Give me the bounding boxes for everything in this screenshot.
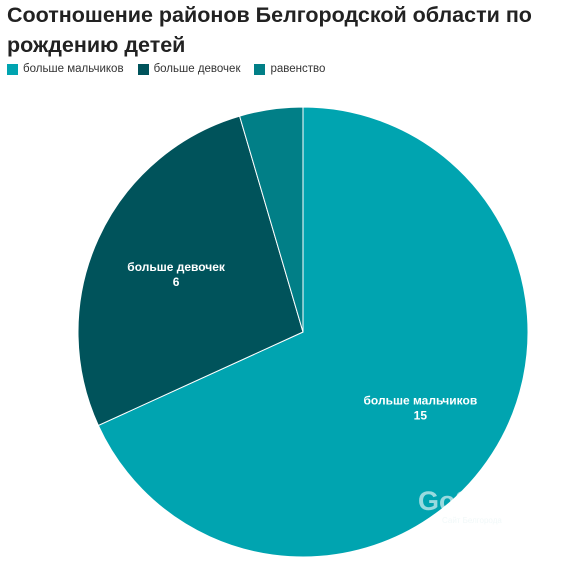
pie-slice-1[interactable] [97, 106, 529, 558]
legend-label-boys: больше мальчиков [23, 63, 124, 75]
legend-swatch-equal [254, 63, 266, 75]
legend-item-girls[interactable]: больше девочек [137, 63, 241, 75]
legend-label-equal: равенство [270, 63, 326, 75]
slice-label-name-2: больше девочек [127, 260, 226, 274]
go31-watermark: Go31 Сайт Белгорода [418, 458, 545, 526]
watermark-logo-text: Go31 [418, 486, 486, 516]
slice-label-value-2: 6 [173, 275, 180, 289]
legend-item-equal[interactable]: равенство [254, 63, 325, 75]
slice-label-value-1: 15 [414, 408, 428, 422]
legend-swatch-boys [7, 63, 18, 75]
pie-slice-3[interactable] [238, 106, 304, 333]
legend-swatch-girls [137, 63, 149, 75]
legend: больше мальчиков больше девочек равенств… [7, 63, 325, 75]
watermark-subtitle: Сайт Белгорода [442, 516, 502, 525]
legend-item-boys[interactable]: больше мальчиков [7, 63, 124, 75]
slice-label-name-1: больше мальчиков [364, 393, 478, 407]
location-pin-icon [491, 458, 545, 526]
chart-title: Соотношение районов Белгородской области… [7, 3, 532, 57]
legend-label-girls: больше девочек [153, 63, 241, 75]
pie-slice-2[interactable] [77, 115, 304, 427]
